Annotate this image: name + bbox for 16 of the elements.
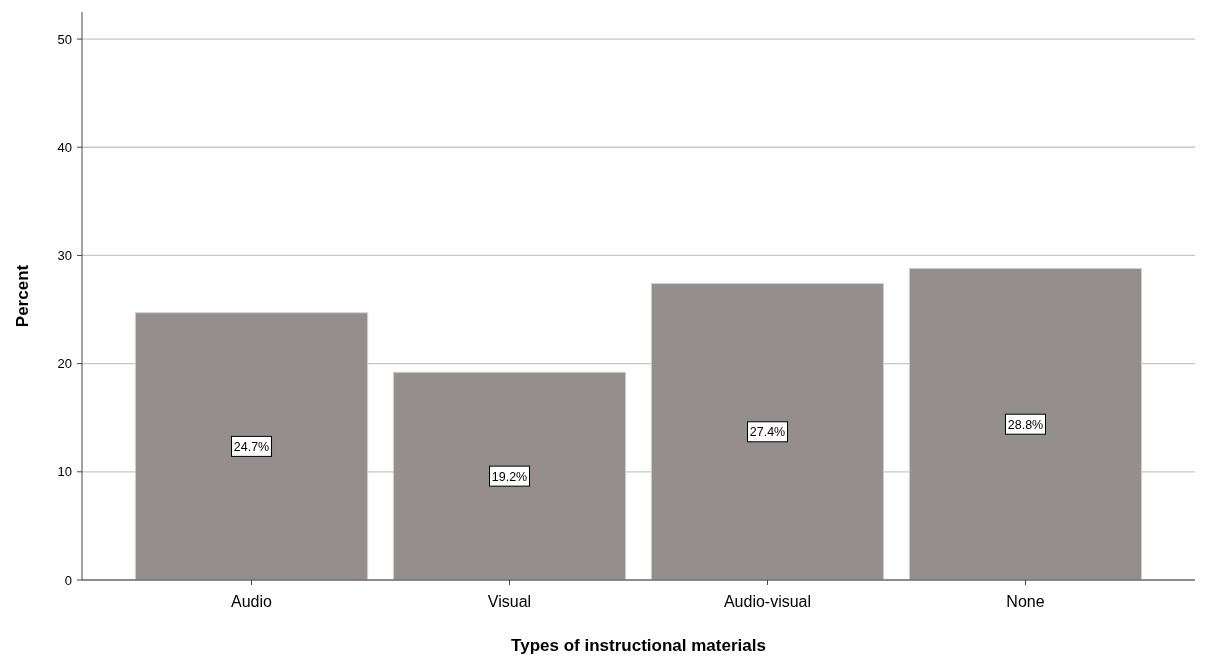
- y-tick-label: 40: [57, 139, 72, 155]
- y-tick-label: 0: [64, 572, 72, 588]
- data-label: 19.2%: [491, 469, 528, 484]
- data-label: 28.8%: [1007, 417, 1044, 432]
- x-tick-label: Audio: [231, 593, 273, 610]
- data-label: 24.7%: [233, 439, 270, 454]
- x-axis-title: Types of instructional materials: [511, 636, 766, 655]
- x-tick-label: Visual: [487, 593, 532, 610]
- y-tick-label: 30: [57, 247, 72, 263]
- x-tick-label: None: [1006, 593, 1045, 610]
- y-axis-title: Percent: [13, 264, 32, 328]
- x-tick-label: Audio-visual: [723, 593, 812, 610]
- y-tick-label: 20: [57, 356, 72, 372]
- y-tick-label: 50: [57, 31, 72, 47]
- y-tick-label: 10: [57, 464, 72, 480]
- data-label: 27.4%: [749, 425, 786, 440]
